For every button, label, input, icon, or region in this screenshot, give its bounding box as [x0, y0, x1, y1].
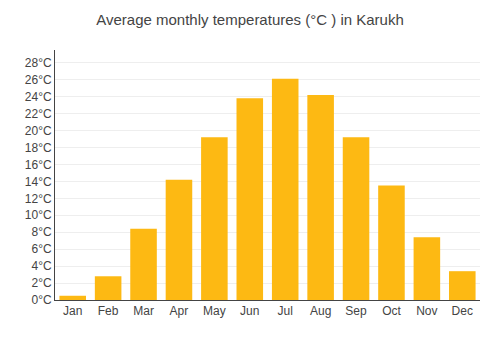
svg-text:16°C: 16°C	[25, 158, 52, 172]
svg-text:28°C: 28°C	[25, 56, 52, 70]
svg-text:14°C: 14°C	[25, 175, 52, 189]
svg-text:Jan: Jan	[63, 304, 82, 318]
svg-text:Feb: Feb	[98, 304, 119, 318]
svg-text:May: May	[203, 304, 226, 318]
svg-text:Dec: Dec	[452, 304, 473, 318]
svg-text:Oct: Oct	[382, 304, 401, 318]
svg-text:Sep: Sep	[345, 304, 367, 318]
svg-text:2°C: 2°C	[31, 276, 51, 290]
svg-text:0°C: 0°C	[31, 293, 51, 307]
svg-text:18°C: 18°C	[25, 141, 52, 155]
svg-text:Apr: Apr	[170, 304, 189, 318]
svg-text:8°C: 8°C	[31, 225, 51, 239]
svg-text:Jun: Jun	[240, 304, 259, 318]
svg-text:24°C: 24°C	[25, 90, 52, 104]
svg-text:Average monthly temperatures (: Average monthly temperatures (°C ) in Ka…	[96, 11, 404, 28]
svg-text:Jul: Jul	[278, 304, 293, 318]
svg-text:Mar: Mar	[133, 304, 154, 318]
svg-text:12°C: 12°C	[25, 192, 52, 206]
svg-text:6°C: 6°C	[31, 242, 51, 256]
svg-text:22°C: 22°C	[25, 107, 52, 121]
svg-text:10°C: 10°C	[25, 208, 52, 222]
svg-text:Aug: Aug	[310, 304, 331, 318]
svg-text:4°C: 4°C	[31, 259, 51, 273]
svg-text:26°C: 26°C	[25, 73, 52, 87]
svg-text:Nov: Nov	[416, 304, 437, 318]
svg-text:20°C: 20°C	[25, 124, 52, 138]
